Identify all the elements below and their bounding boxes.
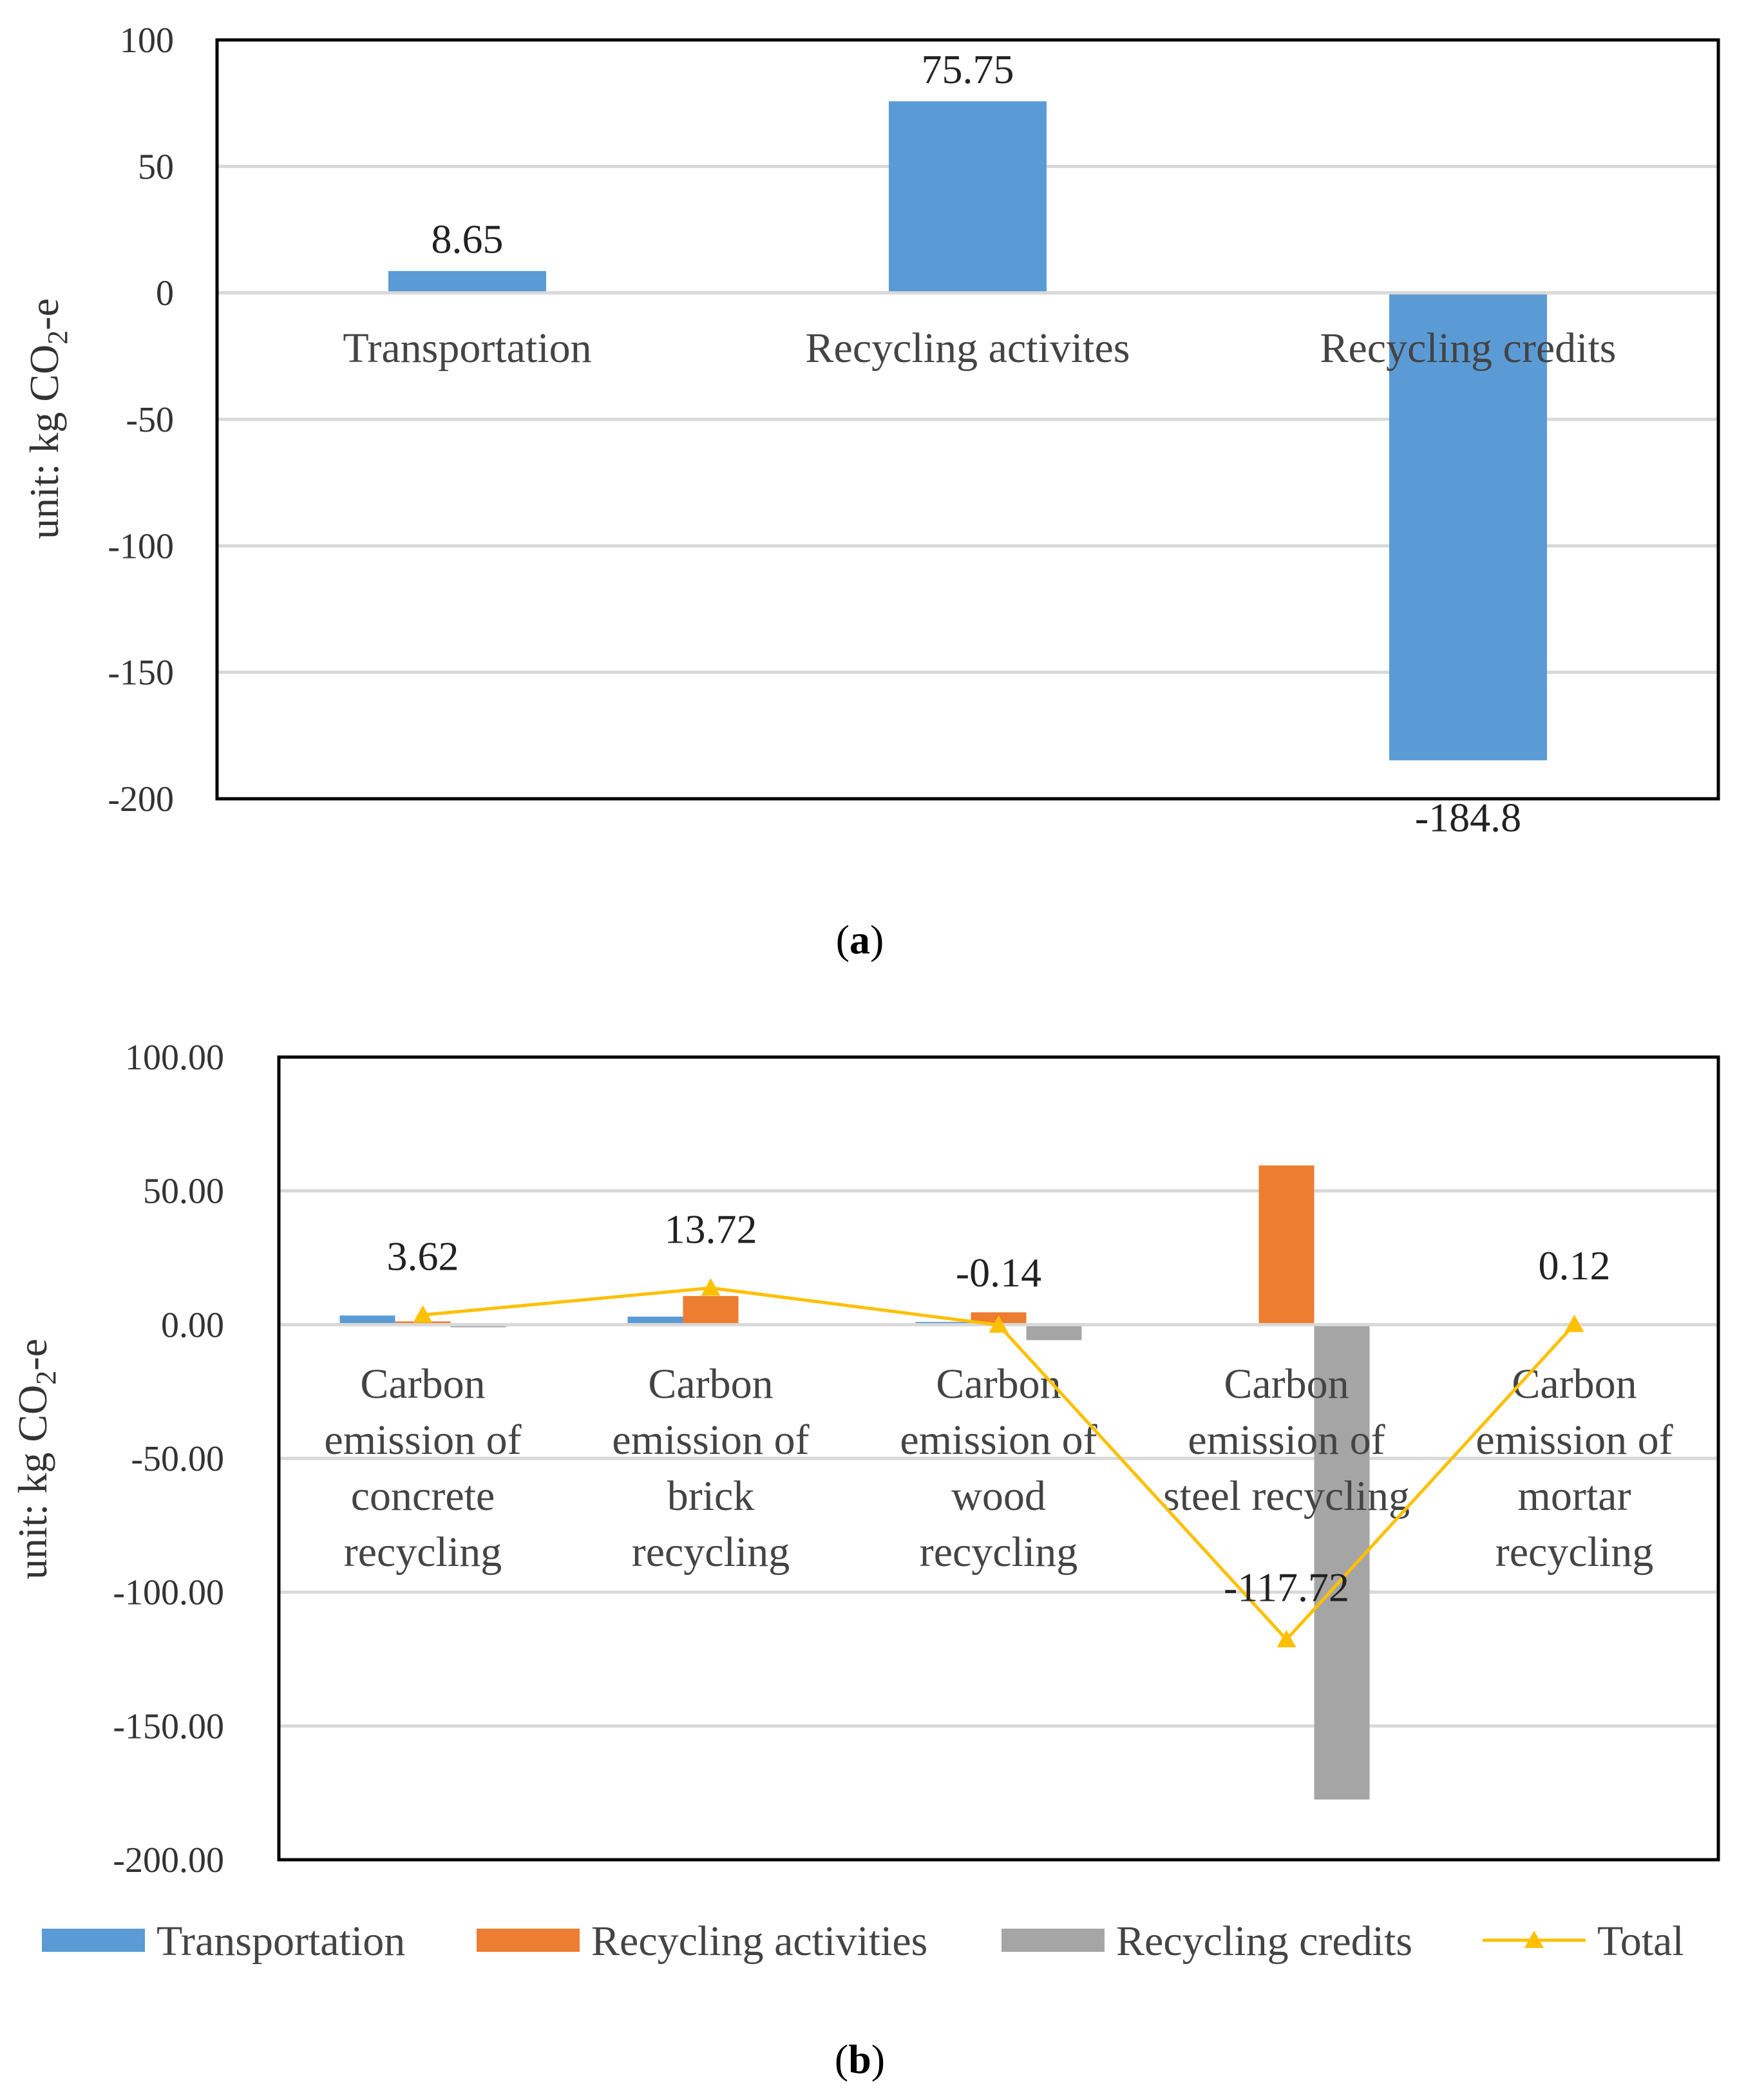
y-tick-label: -50.00 — [131, 1439, 224, 1479]
category-label: Carbon — [1512, 1360, 1637, 1408]
bar — [627, 1316, 683, 1325]
legend-label: Recycling activities — [591, 1918, 927, 1965]
category-label: recycling — [344, 1529, 502, 1576]
legend-swatch — [42, 1929, 145, 1952]
y-tick-label: 0 — [156, 274, 174, 314]
total-line — [422, 1286, 1576, 1642]
total-marker — [1564, 1314, 1584, 1332]
bar — [1258, 1165, 1315, 1325]
data-label: 13.72 — [665, 1206, 757, 1252]
total-marker — [1277, 1630, 1296, 1648]
y-tick-label: -150 — [108, 653, 174, 693]
category-label: steel recycling — [1163, 1473, 1410, 1520]
category-label: concrete — [351, 1473, 495, 1520]
y-tick-label: -50 — [126, 400, 174, 440]
y-tick-label: 50.00 — [143, 1172, 224, 1212]
y-tick-label: 50 — [138, 147, 174, 187]
category-label: brick — [667, 1473, 755, 1520]
data-label: -184.8 — [1415, 794, 1521, 840]
y-tick-label: -100.00 — [113, 1573, 224, 1613]
legend: Transportation Recycling activities Recycl… — [42, 1918, 1684, 1965]
category-label: recycling — [920, 1529, 1078, 1576]
bar — [1314, 1324, 1370, 1800]
category-label: recycling — [1495, 1529, 1654, 1576]
chart-a: 100 50 0 -50 -100 -150 -200 8.65 Transportation 7… — [21, 21, 1720, 962]
category-label: Carbon — [648, 1360, 773, 1408]
y-axis-label: unit: kg CO2-e — [10, 1339, 62, 1580]
y-tick-label: 100 — [120, 21, 174, 61]
data-label: -0.14 — [956, 1250, 1041, 1295]
data-label: 3.62 — [387, 1233, 459, 1279]
y-axis-label: unit: kg CO2-e — [21, 298, 73, 539]
bar — [889, 101, 1047, 293]
category-label: Carbon — [360, 1360, 485, 1408]
chart-b: 100.00 50.00 0.00 -50.00 -100.00 -150.00 -200.… — [10, 1038, 1720, 2082]
category-label: emission of — [324, 1417, 521, 1464]
data-label: 8.65 — [432, 216, 504, 262]
legend-swatch — [1001, 1929, 1105, 1952]
legend-label: Total — [1597, 1918, 1684, 1965]
category-label: Recycling activites — [806, 325, 1130, 372]
legend-label: Transportation — [157, 1918, 405, 1965]
bar — [1389, 292, 1547, 761]
data-label: -117.72 — [1224, 1564, 1349, 1610]
category-label: emission of — [900, 1417, 1097, 1464]
y-tick-label: 100.00 — [125, 1038, 224, 1078]
data-label: 0.12 — [1539, 1243, 1611, 1288]
category-label: mortar — [1518, 1473, 1631, 1520]
legend-swatch — [477, 1929, 580, 1952]
y-tick-label: -200.00 — [113, 1840, 224, 1880]
y-tick-label: -150.00 — [113, 1706, 224, 1746]
bar — [339, 1315, 395, 1325]
category-label: emission of — [1476, 1417, 1673, 1464]
data-label: 75.75 — [922, 46, 1014, 92]
panel-label: (a) — [836, 917, 884, 962]
bar — [683, 1295, 739, 1325]
category-label: recycling — [632, 1529, 790, 1576]
category-label: emission of — [612, 1417, 809, 1464]
total-marker — [701, 1278, 721, 1296]
y-tick-label: -100 — [108, 526, 174, 566]
total-marker — [413, 1305, 433, 1323]
bar — [388, 271, 546, 293]
category-label: Carbon — [936, 1360, 1061, 1408]
bar — [1026, 1324, 1082, 1341]
category-label: Carbon — [1224, 1360, 1349, 1408]
category-label: Recycling credits — [1320, 325, 1616, 372]
y-tick-label: 0.00 — [161, 1305, 224, 1345]
plot-frame — [277, 1055, 1720, 1862]
legend-label: Recycling credits — [1116, 1918, 1412, 1965]
y-tick-label: -200 — [108, 779, 174, 819]
category-label: emission of — [1188, 1417, 1385, 1464]
panel-label: (b) — [835, 2036, 885, 2082]
category-label: wood — [951, 1473, 1046, 1520]
plot-frame — [215, 38, 1720, 801]
legend-marker — [1524, 1931, 1544, 1948]
category-label: Transportation — [343, 325, 591, 372]
total-marker — [989, 1315, 1009, 1333]
